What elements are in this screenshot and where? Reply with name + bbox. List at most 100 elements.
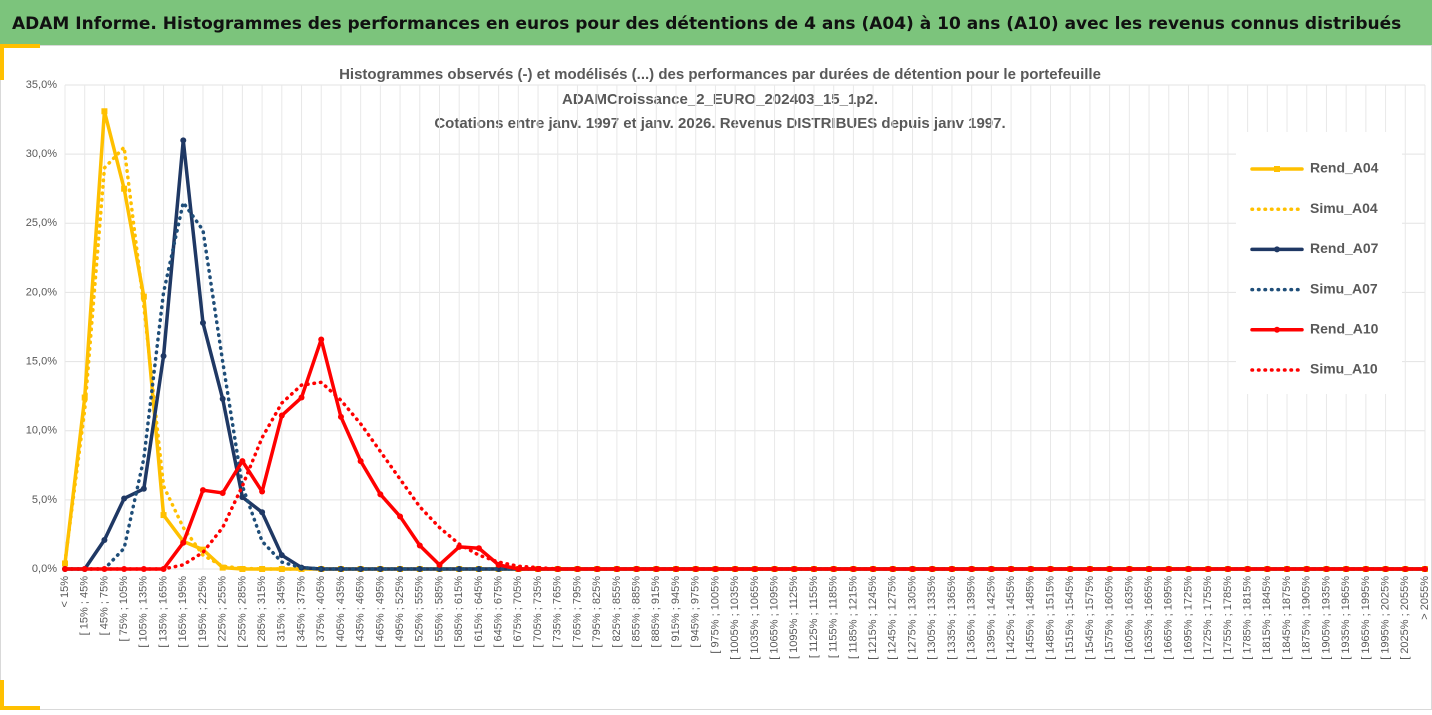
marker xyxy=(199,319,206,326)
x-tick-label: [ 1845% ; 1875% xyxy=(1281,576,1293,660)
x-tick-label: [ 1725% ; 1755% xyxy=(1202,576,1214,660)
marker xyxy=(988,566,995,572)
marker xyxy=(259,488,266,495)
marker xyxy=(160,512,167,519)
x-tick-label: [ 1065% ; 1095% xyxy=(768,576,780,660)
y-tick-label: 25,0% xyxy=(26,217,57,229)
chart-title: ADAMCroissance_2_EURO_202403_15_1p2. xyxy=(562,91,878,108)
marker xyxy=(239,494,246,501)
legend-label: Simu_A10 xyxy=(1310,361,1378,377)
x-tick-label: [ 435% ; 465% xyxy=(355,576,367,648)
x-tick-label: [ 645% ; 675% xyxy=(493,576,505,648)
y-tick-label: 0,0% xyxy=(32,563,57,575)
x-tick-label: [ 1245% ; 1275% xyxy=(887,576,899,660)
x-tick-label: [ 1455% ; 1485% xyxy=(1025,576,1037,660)
x-tick-label: [ 375% ; 405% xyxy=(315,576,327,648)
x-tick-label: [ 1365% ; 1395% xyxy=(966,576,978,660)
marker xyxy=(475,545,482,552)
legend-marker xyxy=(1274,246,1280,253)
series-line xyxy=(63,337,1427,571)
x-tick-label: [ 2025% ; 2055% xyxy=(1399,576,1411,660)
x-tick-label: [ 795% ; 825% xyxy=(591,576,603,648)
legend-label: Simu_A07 xyxy=(1310,280,1378,296)
x-tick-label: [ 1935% ; 1965% xyxy=(1340,576,1352,660)
marker xyxy=(140,293,147,300)
corner-accent xyxy=(0,44,40,710)
marker xyxy=(219,564,226,571)
x-tick-label: [ 285% ; 315% xyxy=(256,576,268,648)
marker xyxy=(199,546,206,553)
x-tick-label: [ 1905% ; 1935% xyxy=(1320,576,1332,660)
x-tick-label: [ 405% ; 435% xyxy=(335,576,347,648)
marker xyxy=(160,353,167,360)
x-tick-label: [ 195% ; 225% xyxy=(197,576,209,648)
x-tick-label: [ 1695% ; 1725% xyxy=(1182,576,1194,660)
x-tick-label: [ 495% ; 525% xyxy=(394,576,406,648)
marker xyxy=(219,489,226,496)
x-tick-label: [ 135% ; 165% xyxy=(157,576,169,648)
marker xyxy=(397,513,404,520)
plot xyxy=(62,108,1428,572)
x-tick-label: [ 1785% ; 1815% xyxy=(1242,576,1254,660)
x-tick-label: [ 1215% ; 1245% xyxy=(867,576,879,660)
marker xyxy=(948,566,955,572)
x-tick-label: [ 1515% ; 1545% xyxy=(1064,576,1076,660)
x-tick-label: [ 525% ; 555% xyxy=(414,576,426,648)
x-tick-label: [ 1005% ; 1035% xyxy=(729,576,741,660)
y-tick-label: 5,0% xyxy=(32,494,57,506)
marker xyxy=(278,552,285,559)
x-tick-label: [ 75% ; 105% xyxy=(118,576,130,642)
x-tick-label: [ 1965% ; 1995% xyxy=(1360,576,1372,660)
legend-label: Simu_A04 xyxy=(1310,200,1378,216)
x-tick-label: [ 1125% ; 1155% xyxy=(808,576,820,658)
legend-label: Rend_A10 xyxy=(1310,321,1379,337)
x-tick-label: [ 975% ; 1005% xyxy=(709,576,721,654)
x-tick-label: [ 315% ; 345% xyxy=(276,576,288,648)
series-line xyxy=(63,380,1427,571)
x-tick-label: [ 1425% ; 1455% xyxy=(1005,576,1017,660)
x-tick-label: [ 1035% ; 1065% xyxy=(749,576,761,660)
marker xyxy=(436,561,443,568)
marker xyxy=(140,485,147,492)
x-tick-label: [ 465% ; 495% xyxy=(374,576,386,648)
marker xyxy=(259,509,266,516)
x-tick-label: [ 585% ; 615% xyxy=(453,576,465,648)
header-bar xyxy=(0,0,1432,45)
x-tick-label: [ 105% ; 135% xyxy=(138,576,150,648)
y-tick-label: 35,0% xyxy=(26,79,57,91)
marker xyxy=(101,108,108,115)
x-tick-label: [ 1335% ; 1365% xyxy=(946,576,958,660)
x-tick-label: [ 1305% ; 1335% xyxy=(926,576,938,660)
x-tick-label: [ 1575% ; 1605% xyxy=(1104,576,1116,660)
x-tick-label: [ 855% ; 885% xyxy=(631,576,643,648)
marker xyxy=(101,536,108,543)
x-tick-label: [ 345% ; 375% xyxy=(295,576,307,648)
grid: 0,0% 5,0% 10,0% 15,0% 20,0% 25,0% 30,0% 35,0% < … xyxy=(26,79,1431,660)
legend-label: Rend_A07 xyxy=(1310,240,1379,256)
x-tick-label: [ 225% ; 255% xyxy=(217,576,229,648)
marker xyxy=(929,566,936,572)
marker xyxy=(357,458,364,465)
marker xyxy=(219,395,226,402)
marker xyxy=(121,495,128,502)
x-tick-label: [ 825% ; 855% xyxy=(611,576,623,648)
x-tick-label: [ 1185% ; 1215% xyxy=(847,576,859,659)
legend-marker xyxy=(1274,166,1280,172)
x-tick-label: [ 735% ; 765% xyxy=(552,576,564,648)
x-tick-label: [ 1545% ; 1575% xyxy=(1084,576,1096,660)
y-tick-label: 30,0% xyxy=(26,148,57,160)
series-line xyxy=(63,200,1427,571)
x-tick-label: [ 15% ; 45% xyxy=(79,576,91,636)
marker xyxy=(278,566,285,572)
y-tick-label: 20,0% xyxy=(26,286,57,298)
marker xyxy=(318,336,325,343)
marker xyxy=(278,412,285,419)
x-tick-label: [ 1875% ; 1905% xyxy=(1301,576,1313,660)
marker xyxy=(495,566,502,572)
series-line xyxy=(63,138,1427,571)
marker xyxy=(199,487,206,494)
x-tick-label: [ 705% ; 735% xyxy=(532,576,544,648)
x-tick-label: [ 885% ; 915% xyxy=(650,576,662,648)
x-tick-label: < 15% xyxy=(59,576,71,608)
